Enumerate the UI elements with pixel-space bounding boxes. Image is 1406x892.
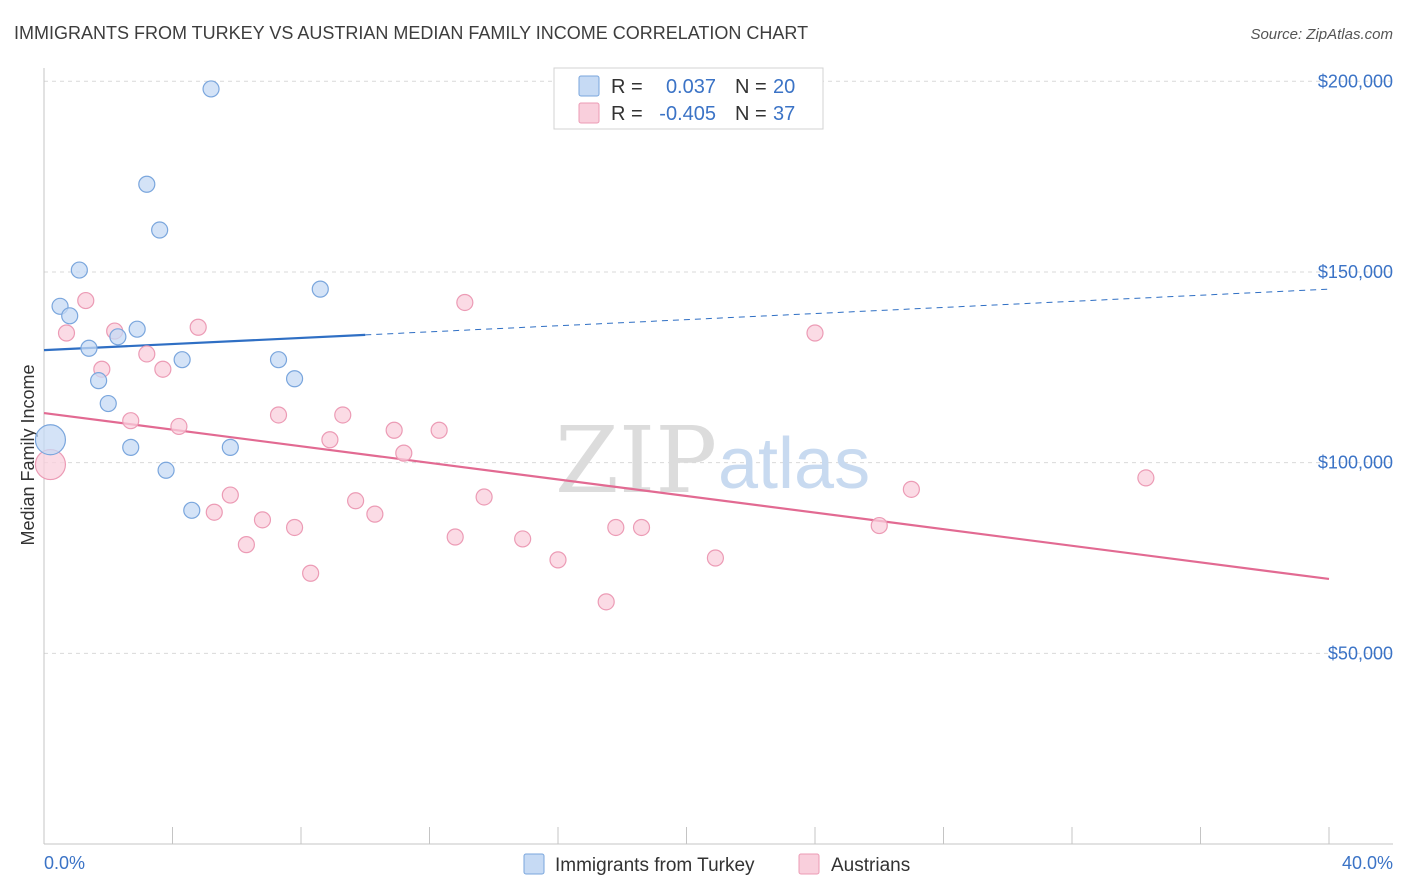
data-point-austrians-5 bbox=[122, 412, 140, 430]
y-axis-label: Median Family Income bbox=[18, 364, 38, 545]
data-point-austrians-23 bbox=[430, 421, 448, 439]
data-point-austrians-18 bbox=[334, 406, 352, 424]
y-tick-label-200000: $200,000 bbox=[1318, 71, 1393, 91]
data-point-austrians-1 bbox=[57, 324, 76, 342]
data-point-austrians-28 bbox=[549, 551, 567, 569]
data-point-turkey-10 bbox=[138, 175, 156, 193]
data-point-austrians-2 bbox=[77, 291, 95, 310]
watermark-zip: ZIP bbox=[555, 407, 717, 514]
data-point-turkey-13 bbox=[173, 351, 191, 369]
data-point-turkey-9 bbox=[128, 320, 146, 338]
legend-r-label-turkey: R = bbox=[611, 76, 643, 98]
data-point-austrians-24 bbox=[446, 528, 464, 546]
data-point-austrians-32 bbox=[706, 549, 725, 567]
y-tick-label-50000: $50,000 bbox=[1328, 643, 1393, 663]
data-point-austrians-8 bbox=[170, 417, 188, 436]
data-point-austrians-19 bbox=[347, 492, 365, 510]
x-tick-label-max: 40.0% bbox=[1342, 853, 1393, 873]
watermark: ZIP atlas bbox=[555, 407, 870, 514]
data-point-turkey-5 bbox=[90, 372, 108, 390]
data-point-austrians-29 bbox=[597, 593, 615, 611]
data-point-austrians-31 bbox=[632, 518, 651, 537]
scatter-points bbox=[34, 80, 1155, 611]
watermark-atlas: atlas bbox=[718, 424, 870, 504]
chart-source: Source: ZipAtlas.com bbox=[1250, 26, 1393, 43]
legend-n-value-austrians: 37 bbox=[773, 103, 795, 125]
data-point-turkey-12 bbox=[157, 461, 175, 479]
data-point-austrians-34 bbox=[870, 516, 888, 535]
stats-legend: R = 0.037 N = 20 R = -0.405 N = 37 bbox=[553, 67, 824, 130]
legend-n-value-turkey: 20 bbox=[773, 76, 795, 98]
data-point-turkey-11 bbox=[151, 221, 169, 239]
data-point-austrians-6 bbox=[138, 345, 156, 363]
data-point-austrians-10 bbox=[205, 503, 223, 521]
x-tick-marks bbox=[172, 827, 1330, 844]
legend-swatch-austrians bbox=[578, 102, 600, 124]
legend-n-label-austrians: N = bbox=[735, 103, 767, 125]
data-point-turkey-7 bbox=[109, 328, 127, 346]
gridlines bbox=[44, 80, 1393, 654]
y-tick-label-100000: $100,000 bbox=[1318, 453, 1393, 473]
data-point-austrians-36 bbox=[1137, 469, 1155, 487]
data-point-austrians-27 bbox=[514, 530, 532, 548]
data-point-austrians-15 bbox=[285, 518, 304, 537]
data-point-austrians-12 bbox=[237, 536, 255, 554]
data-point-turkey-8 bbox=[122, 438, 140, 456]
data-point-austrians-9 bbox=[189, 318, 207, 336]
legend-r-label-austrians: R = bbox=[611, 103, 643, 125]
data-point-austrians-21 bbox=[385, 421, 403, 439]
data-point-austrians-30 bbox=[607, 518, 625, 537]
data-point-austrians-11 bbox=[221, 486, 239, 504]
data-point-turkey-18 bbox=[285, 370, 304, 388]
data-point-austrians-22 bbox=[395, 444, 413, 462]
data-point-austrians-35 bbox=[902, 480, 920, 498]
bottom-legend-swatch-austrians bbox=[798, 853, 820, 875]
data-point-turkey-16 bbox=[221, 438, 239, 456]
data-point-austrians-33 bbox=[806, 324, 824, 342]
bottom-legend: Immigrants from Turkey Austrians bbox=[523, 853, 910, 876]
data-point-turkey-0 bbox=[34, 424, 67, 456]
x-tick-label-min: 0.0% bbox=[44, 853, 85, 873]
data-point-austrians-14 bbox=[269, 406, 288, 424]
data-point-turkey-3 bbox=[70, 261, 88, 279]
trend-line-turkey-dashed bbox=[365, 288, 1330, 336]
data-point-turkey-4 bbox=[80, 339, 98, 357]
data-point-turkey-14 bbox=[183, 501, 201, 519]
legend-swatch-turkey bbox=[578, 75, 600, 97]
bottom-legend-label-austrians: Austrians bbox=[831, 855, 910, 876]
bottom-legend-label-turkey: Immigrants from Turkey bbox=[555, 855, 755, 876]
data-point-austrians-7 bbox=[154, 360, 172, 378]
data-point-turkey-15 bbox=[202, 80, 220, 98]
data-point-austrians-20 bbox=[366, 505, 384, 523]
data-point-austrians-16 bbox=[302, 564, 320, 582]
data-point-austrians-26 bbox=[475, 488, 493, 506]
data-point-turkey-19 bbox=[311, 280, 329, 298]
y-tick-labels: $50,000 $100,000 $150,000 $200,000 bbox=[1318, 71, 1393, 663]
data-point-austrians-17 bbox=[321, 431, 339, 449]
legend-r-value-turkey: 0.037 bbox=[666, 76, 716, 98]
chart-title: IMMIGRANTS FROM TURKEY VS AUSTRIAN MEDIA… bbox=[14, 23, 808, 43]
y-tick-label-150000: $150,000 bbox=[1318, 262, 1393, 282]
data-point-austrians-13 bbox=[253, 511, 272, 529]
legend-n-label-turkey: N = bbox=[735, 76, 767, 98]
data-point-turkey-2 bbox=[61, 307, 79, 325]
legend-r-value-austrians: -0.405 bbox=[659, 103, 716, 125]
data-point-turkey-6 bbox=[99, 394, 117, 413]
data-point-turkey-17 bbox=[269, 351, 288, 369]
bottom-legend-swatch-turkey bbox=[523, 853, 545, 875]
data-point-austrians-25 bbox=[456, 293, 474, 312]
trend-line-austrians bbox=[43, 411, 1330, 581]
